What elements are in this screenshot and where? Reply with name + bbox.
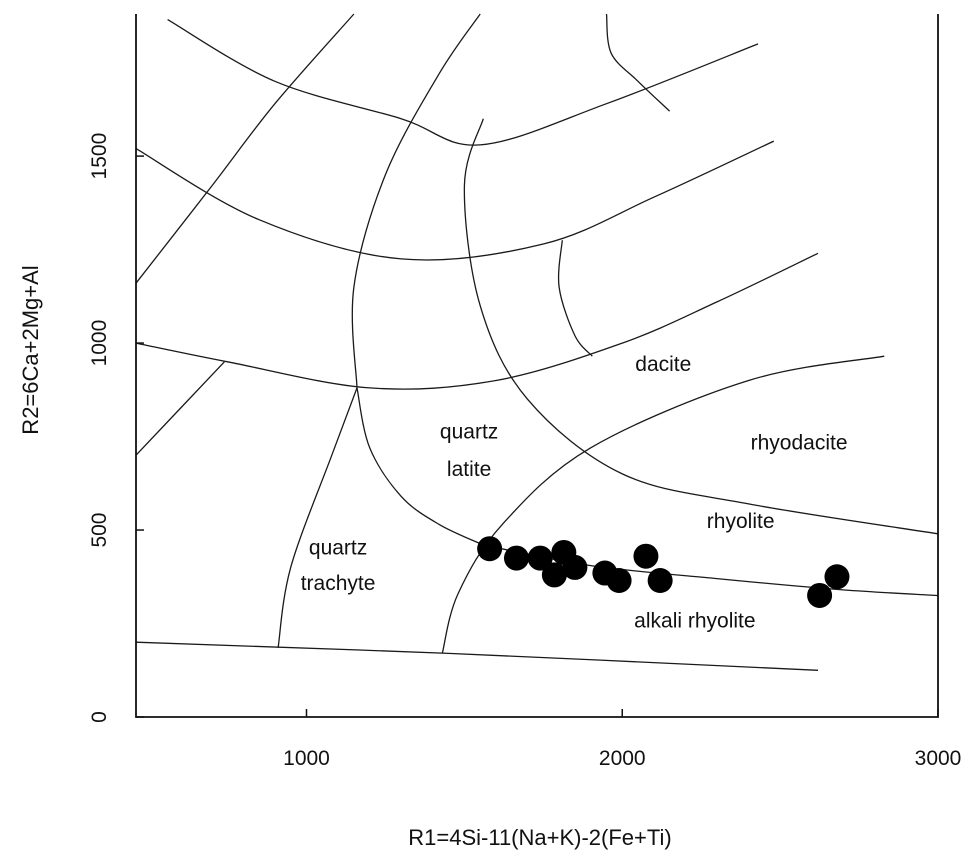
y-tick-label: 0 [88, 711, 111, 723]
data-point [477, 536, 503, 562]
plot-frame [135, 14, 939, 718]
data-point [633, 543, 659, 569]
data-point [562, 554, 588, 580]
field-boundaries [135, 13, 939, 671]
data-point [527, 545, 553, 571]
region-label: rhyolite [707, 510, 775, 533]
data-point [824, 564, 850, 590]
region-label: dacite [635, 353, 691, 376]
field-boundary-line [135, 361, 225, 456]
data-point [541, 562, 567, 588]
x-tick-label: 1000 [283, 747, 330, 770]
field-boundary-line [135, 641, 819, 671]
field-boundary-line [167, 19, 759, 146]
region-label: latite [447, 458, 491, 481]
region-label: trachyte [301, 572, 376, 595]
y-axis-title: R2=6Ca+2Mg+Al [18, 265, 43, 434]
x-tick-label: 3000 [915, 747, 962, 770]
x-tick-label: 2000 [599, 747, 646, 770]
region-label: alkali rhyolite [634, 609, 755, 632]
data-point [606, 568, 632, 594]
region-label: quartz [309, 536, 367, 559]
field-boundary-line [135, 140, 775, 261]
x-axis-title: R1=4Si-11(Na+K)-2(Fe+Ti) [408, 825, 671, 850]
field-boundary-line [356, 387, 484, 546]
data-point [503, 545, 529, 571]
field-boundary-line [605, 13, 671, 112]
y-tick-label: 500 [88, 513, 111, 548]
field-boundary-line [135, 252, 819, 390]
field-boundary-line [441, 355, 885, 654]
region-label: quartz [440, 420, 498, 443]
y-tick-label: 1000 [88, 320, 111, 367]
data-point [807, 582, 833, 608]
data-points [477, 536, 850, 608]
y-tick-label: 1500 [88, 133, 111, 180]
field-boundary-line [277, 387, 358, 648]
region-label: rhyodacite [751, 432, 848, 455]
axis-ticks: 1000 2000 3000 0 500 1000 1500 [88, 133, 961, 770]
plot-frame-group [135, 14, 939, 718]
field-boundary-line [351, 13, 481, 388]
field-boundary-line [463, 118, 939, 535]
field-boundary-line [557, 240, 593, 357]
region-labels: dacite quartz latite rhyodacite rhyolite quar… [301, 353, 848, 632]
field-boundary-line [135, 13, 355, 284]
data-point [647, 568, 673, 594]
